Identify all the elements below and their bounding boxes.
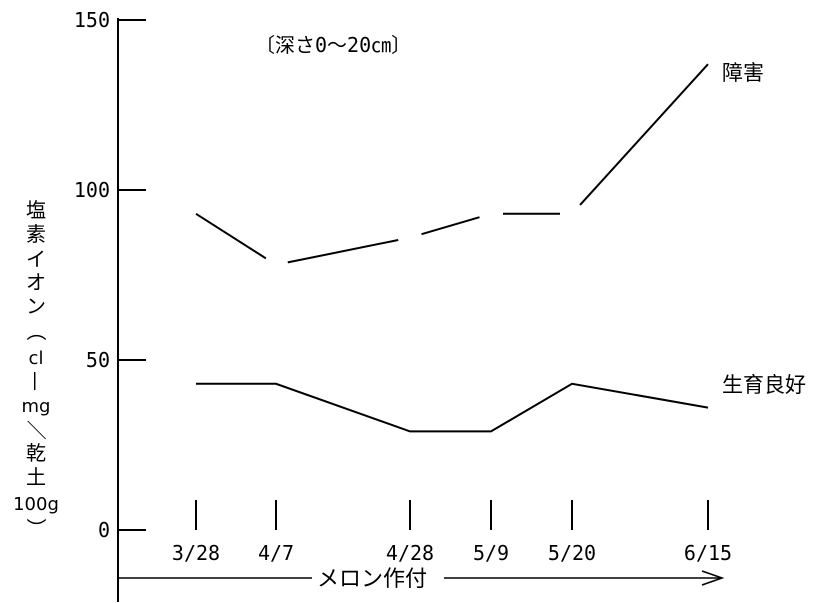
planting-arrow-label: メロン作付 bbox=[317, 567, 427, 592]
y-tick-label-150: 150 bbox=[74, 8, 110, 32]
series-1-line bbox=[196, 382, 709, 433]
y-tick-label-50: 50 bbox=[86, 348, 110, 372]
y-axis-label-part-5: （ bbox=[24, 321, 48, 341]
series-label-1: 生育良好 bbox=[722, 373, 806, 397]
y-axis-label-part-12: 100g bbox=[13, 494, 59, 515]
y-axis-label-part-4: ン bbox=[26, 294, 46, 318]
x-tick-label-0: 3/28 bbox=[172, 541, 220, 565]
arrow-label-bg bbox=[312, 565, 444, 591]
y-axis-label-part-1: 素 bbox=[26, 222, 46, 246]
x-ticks: 3/28 4/7 4/28 5/9 5/20 6/15 bbox=[172, 500, 732, 565]
y-axis-label-part-0: 塩 bbox=[26, 198, 46, 222]
series-0-segment-4 bbox=[579, 63, 709, 206]
depth-annotation: 〔深さ0～20㎝〕 bbox=[255, 33, 411, 57]
y-axis-label-part-9: ／ bbox=[24, 420, 48, 440]
y-axis-label-part-8: mg bbox=[22, 396, 51, 417]
y-ticks: 0 50 100 150 bbox=[74, 8, 146, 542]
x-tick-label-2: 4/28 bbox=[386, 541, 434, 565]
y-axis-label-part-3: オ bbox=[26, 270, 46, 294]
y-axis-label-part-10: 乾 bbox=[26, 441, 46, 465]
x-tick-label-1: 4/7 bbox=[258, 541, 294, 565]
y-tick-label-0: 0 bbox=[98, 518, 110, 542]
series-label-0: 障害 bbox=[722, 61, 764, 85]
y-axis-label-part-2: イ bbox=[26, 247, 46, 271]
y-tick-label-100: 100 bbox=[74, 178, 110, 202]
x-tick-label-5: 6/15 bbox=[684, 541, 732, 565]
series-0-segment-2 bbox=[421, 216, 480, 236]
y-axis-label-part-13: ） bbox=[24, 518, 48, 538]
series-0-segment-0 bbox=[195, 212, 267, 260]
series-0-segment-1 bbox=[287, 239, 399, 264]
y-axis-label-part-6: cl bbox=[29, 348, 44, 369]
x-tick-label-3: 5/9 bbox=[473, 541, 509, 565]
y-axis-label-part-7: — bbox=[24, 371, 48, 391]
planting-arrow-head bbox=[701, 570, 725, 586]
x-tick-label-4: 5/20 bbox=[548, 541, 596, 565]
y-axis-label-part-11: 土 bbox=[26, 465, 46, 489]
